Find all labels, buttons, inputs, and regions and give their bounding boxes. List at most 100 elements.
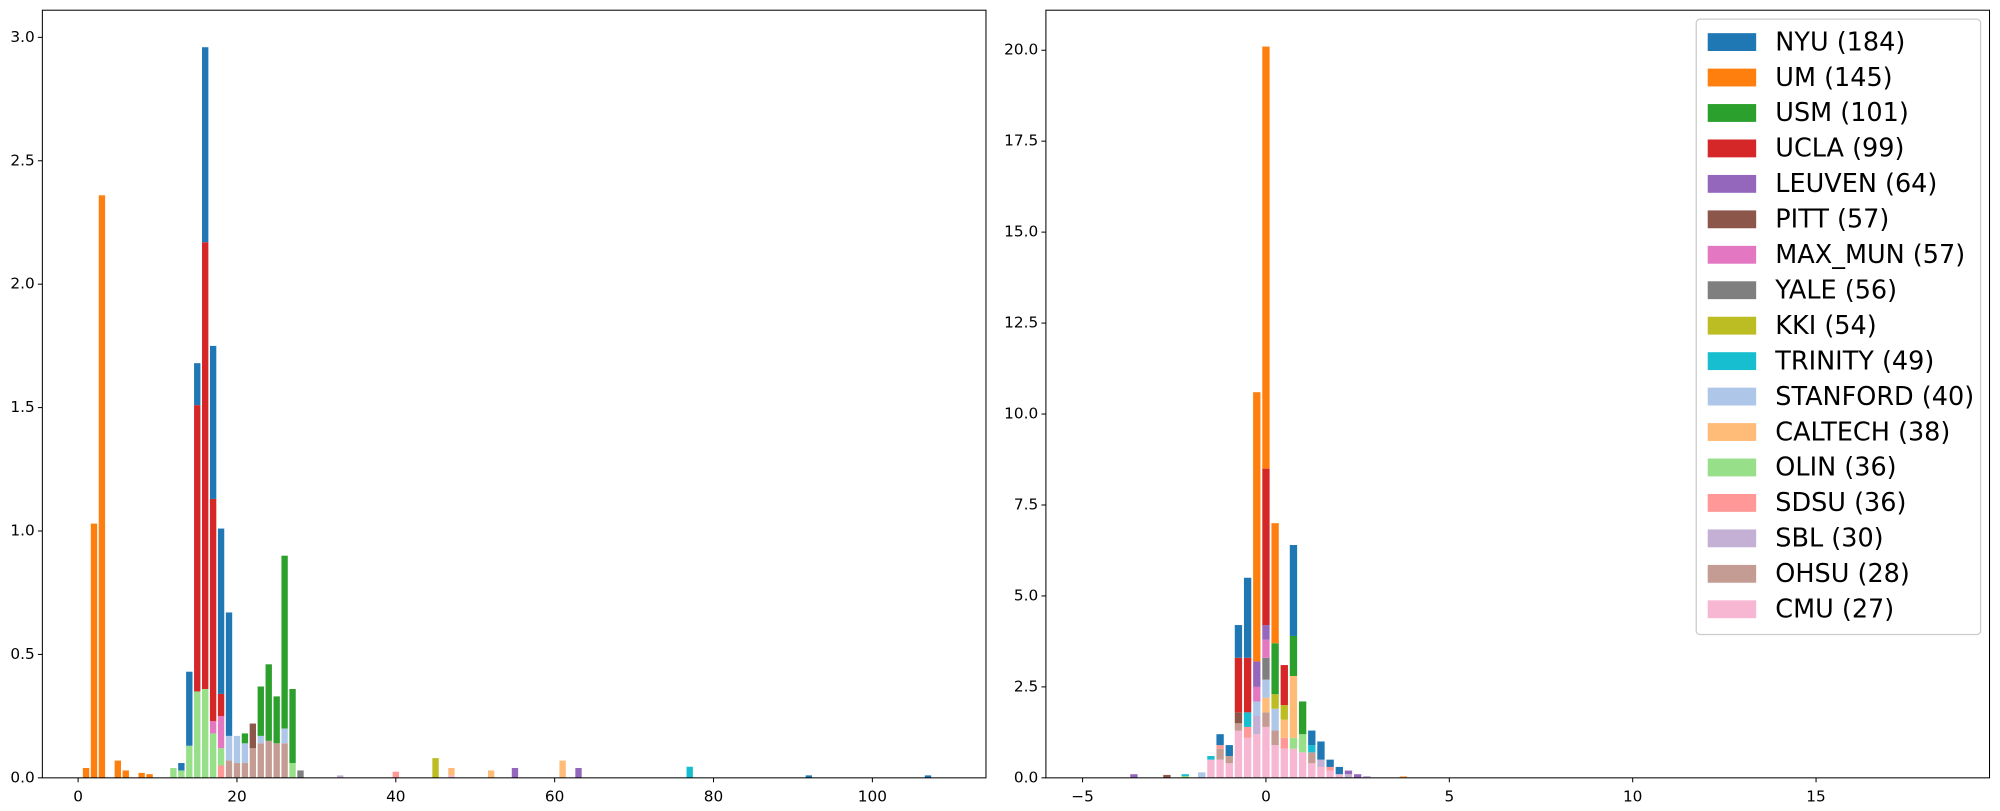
bar (194, 405, 201, 692)
x-tick-label: −5 (1071, 787, 1094, 805)
bar (1271, 643, 1279, 695)
bar (257, 743, 264, 778)
legend-swatch (1707, 423, 1757, 441)
bar (297, 770, 304, 778)
legend-label: UM (145) (1775, 63, 1892, 93)
bar (265, 664, 272, 741)
legend-label: SDSU (36) (1775, 488, 1906, 518)
legend-label: OHSU (28) (1775, 559, 1910, 589)
y-tick-label: 0.0 (10, 768, 34, 786)
bar (225, 760, 233, 778)
bar (178, 763, 185, 771)
bar (686, 766, 693, 778)
bar (1243, 577, 1252, 658)
bar (1271, 708, 1279, 731)
legend-swatch (1707, 210, 1757, 229)
bar (1234, 625, 1243, 658)
legend-label: SBL (30) (1775, 524, 1883, 554)
bar (1234, 730, 1243, 778)
bar (1326, 770, 1334, 778)
bar (273, 696, 280, 744)
bar (82, 767, 90, 778)
bar (194, 691, 201, 778)
legend-label: CMU (27) (1775, 595, 1894, 625)
bar (1289, 635, 1298, 676)
y-tick-label: 2.5 (10, 151, 34, 169)
y-tick-label: 20.0 (1004, 41, 1038, 59)
bar (281, 743, 288, 778)
bar (1198, 772, 1206, 778)
bar (1344, 770, 1353, 775)
legend-label: KKI (54) (1775, 311, 1876, 341)
bar (1326, 766, 1334, 771)
bar (1280, 737, 1288, 749)
bar (337, 775, 344, 778)
bar (1335, 766, 1343, 775)
bar (432, 758, 439, 778)
bar (1289, 545, 1298, 636)
legend-label: USM (101) (1775, 98, 1909, 128)
bar (1181, 774, 1189, 777)
legend-swatch (1707, 529, 1757, 548)
bar (805, 775, 813, 778)
bar (1289, 748, 1298, 778)
bar (233, 735, 241, 764)
legend-label: TRINITY (49) (1774, 346, 1934, 376)
bar (1253, 661, 1261, 687)
bar (559, 760, 566, 778)
bar (1253, 734, 1261, 778)
bar (1280, 665, 1288, 706)
x-tick-label: 60 (545, 787, 564, 805)
bar (241, 763, 249, 778)
bar (202, 242, 209, 689)
bar (122, 770, 129, 778)
bar (1271, 730, 1279, 746)
bar (217, 528, 225, 694)
legend-swatch (1707, 245, 1757, 264)
bar (281, 555, 288, 729)
y-tick-label: 2.0 (10, 275, 34, 293)
bar (249, 748, 257, 778)
bar (1262, 468, 1270, 626)
bar (1308, 745, 1316, 753)
bar (1243, 657, 1252, 713)
bar (1243, 726, 1252, 738)
bar (1234, 712, 1243, 724)
bar (1253, 392, 1261, 662)
legend-box (1695, 18, 1982, 636)
bar (233, 763, 241, 778)
legend-swatch (1707, 174, 1757, 193)
bar (1253, 715, 1261, 735)
x-tick-label: 0 (1261, 787, 1271, 805)
bar (1308, 730, 1316, 746)
bar (1289, 675, 1298, 738)
bar (281, 728, 288, 744)
bar (257, 735, 264, 744)
bar (1326, 759, 1334, 767)
bar (225, 612, 233, 736)
bar (1262, 712, 1270, 727)
y-tick-label: 17.5 (1004, 132, 1038, 150)
bar (225, 735, 233, 761)
legend-swatch (1707, 387, 1757, 406)
bar (1262, 697, 1270, 713)
bar (1216, 759, 1224, 778)
x-tick-label: 40 (386, 787, 405, 805)
legend-swatch (1707, 68, 1757, 87)
legend-label: NYU (184) (1775, 27, 1905, 57)
legend-swatch (1707, 33, 1757, 52)
bar (1207, 759, 1215, 778)
bar (138, 772, 145, 778)
bar (1130, 774, 1138, 778)
bar (1298, 701, 1307, 735)
legend-swatch (1707, 564, 1757, 583)
bar (289, 688, 296, 764)
y-tick-label: 15.0 (1004, 223, 1038, 241)
bar (114, 760, 121, 778)
bar (1243, 712, 1252, 727)
bar (202, 47, 209, 243)
bar (1298, 752, 1307, 778)
y-tick-label: 0.5 (10, 645, 34, 663)
bar (186, 671, 193, 746)
